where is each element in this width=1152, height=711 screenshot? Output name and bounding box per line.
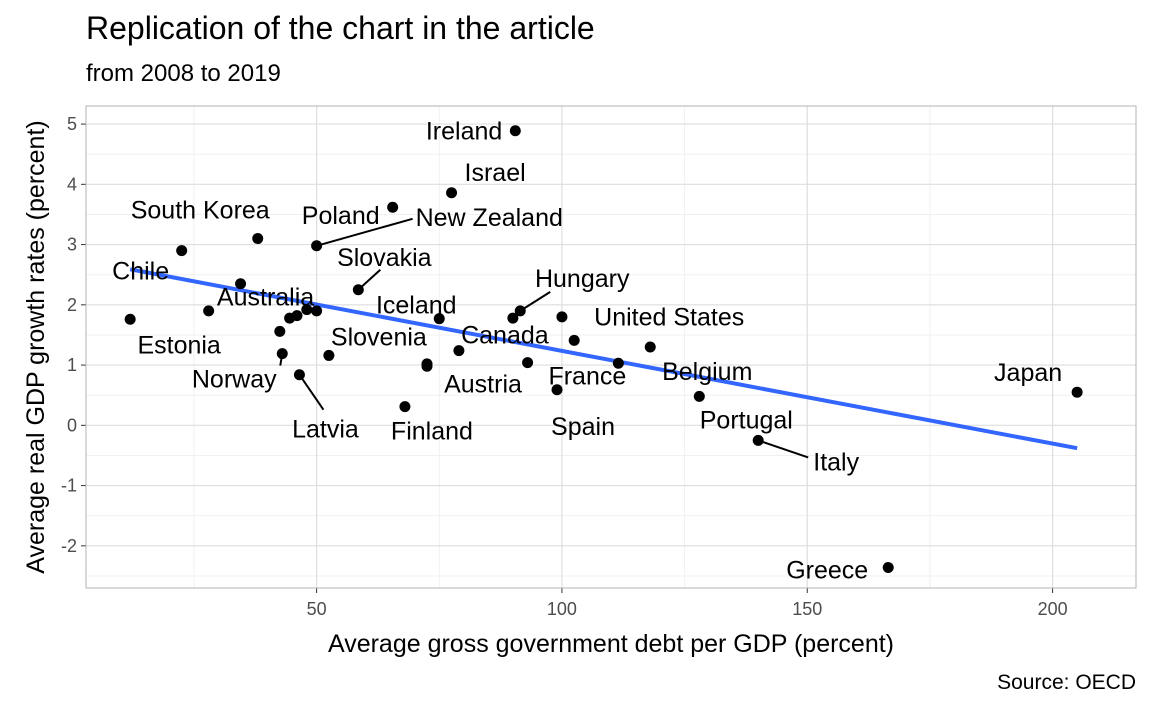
point-label: Canada xyxy=(461,322,549,350)
point-label: Austria xyxy=(444,370,522,398)
data-point xyxy=(352,284,364,296)
y-axis-title: Average real GDP growth rates (percent) xyxy=(22,120,50,573)
chart-title: Replication of the chart in the article xyxy=(86,10,595,46)
y-tick-label: -2 xyxy=(61,536,77,556)
x-tick-label: 150 xyxy=(792,599,822,619)
data-point xyxy=(311,305,323,317)
data-point xyxy=(514,305,526,317)
data-point xyxy=(509,125,521,137)
data-point xyxy=(301,304,313,316)
point-label: New Zealand xyxy=(416,204,563,232)
x-tick-label: 100 xyxy=(547,599,577,619)
data-point xyxy=(551,384,563,396)
point-label: Iceland xyxy=(376,292,457,320)
x-axis-title: Average gross government debt per GDP (p… xyxy=(328,630,894,658)
data-point xyxy=(612,357,624,369)
data-point xyxy=(693,390,705,402)
point-label: Estonia xyxy=(137,331,220,359)
y-tick-label: 3 xyxy=(67,235,77,255)
data-point xyxy=(752,434,764,446)
data-point xyxy=(124,313,136,325)
chart-subtitle: from 2008 to 2019 xyxy=(86,60,281,87)
data-point xyxy=(453,345,465,357)
point-label: Belgium xyxy=(662,358,752,386)
y-tick-label: 1 xyxy=(67,355,77,375)
point-label: Poland xyxy=(302,202,380,230)
point-label: Ireland xyxy=(426,118,502,146)
y-tick-label: 2 xyxy=(67,295,77,315)
data-point xyxy=(446,187,458,199)
data-point xyxy=(1071,386,1083,398)
y-tick-label: 5 xyxy=(67,114,77,134)
point-label: Israel xyxy=(465,159,526,187)
x-tick-label: 200 xyxy=(1038,599,1068,619)
point-label: Norway xyxy=(192,366,277,394)
point-label: Slovakia xyxy=(337,244,432,272)
axis-ticks: 50 100 150 200 5 4 3 2 1 0 -1 -2 xyxy=(61,114,1068,619)
point-label: United States xyxy=(594,303,744,331)
data-point xyxy=(568,334,580,346)
trend-line xyxy=(129,267,1078,451)
data-point xyxy=(556,311,568,323)
data-point xyxy=(293,369,305,381)
point-label: South Korea xyxy=(131,197,270,225)
point-label: Hungary xyxy=(535,265,630,293)
plot-panel xyxy=(86,106,1136,588)
source-caption: Source: OECD xyxy=(997,671,1136,694)
point-label: Italy xyxy=(813,448,859,476)
data-point xyxy=(399,401,411,413)
data-point xyxy=(387,201,399,213)
point-label: Greece xyxy=(786,557,868,585)
data-point xyxy=(522,357,534,369)
y-tick-label: 0 xyxy=(67,415,77,435)
minor-gridlines xyxy=(86,106,1136,588)
data-points xyxy=(124,125,1083,574)
point-label: Finland xyxy=(391,418,473,446)
data-point xyxy=(276,348,288,360)
data-point xyxy=(203,305,215,317)
point-label: France xyxy=(548,362,626,390)
label-leader-line xyxy=(757,439,809,459)
major-gridlines xyxy=(86,106,1136,588)
data-point xyxy=(433,313,445,325)
data-point xyxy=(291,310,303,322)
data-point xyxy=(507,312,519,324)
trend-line-group xyxy=(129,267,1078,451)
point-label: Latvia xyxy=(292,416,359,444)
data-point xyxy=(323,349,335,361)
point-label: Slovenia xyxy=(331,323,427,351)
label-leader-line xyxy=(316,217,413,247)
y-tick-label: -1 xyxy=(61,476,77,496)
data-point xyxy=(252,233,264,245)
y-tick-label: 4 xyxy=(67,174,77,194)
plot-border xyxy=(85,105,1137,589)
data-point xyxy=(882,562,894,574)
x-tick-label: 50 xyxy=(307,599,327,619)
data-point xyxy=(235,278,247,290)
label-leader-lines xyxy=(279,217,809,459)
data-point xyxy=(274,325,286,337)
data-point xyxy=(311,240,323,252)
label-leader-line xyxy=(298,374,325,411)
data-point xyxy=(644,341,656,353)
point-labels: Ireland Israel Poland New Zealand South Kore… xyxy=(112,118,1062,585)
label-leader-line xyxy=(519,291,551,312)
data-point xyxy=(176,245,188,257)
data-point xyxy=(421,358,433,370)
point-label: Chile xyxy=(112,258,169,286)
point-label: Portugal xyxy=(700,406,793,434)
point-label: Japan xyxy=(994,359,1062,387)
point-label: Australia xyxy=(217,284,314,312)
point-label: Spain xyxy=(551,413,615,441)
